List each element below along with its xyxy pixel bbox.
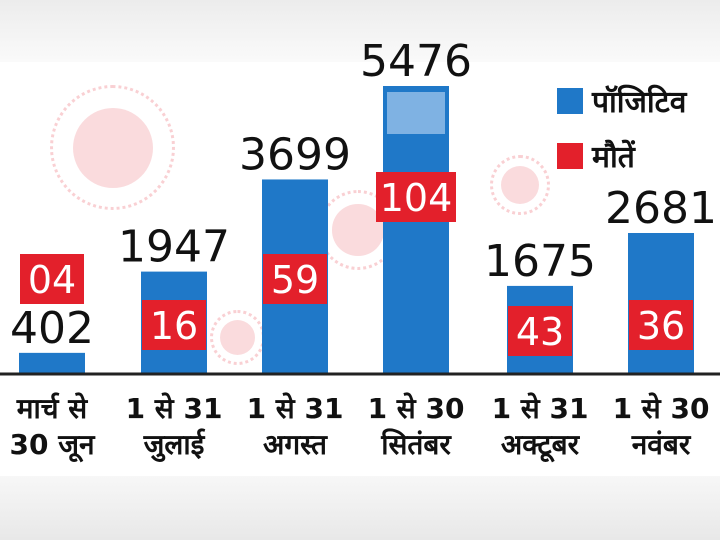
death-marker: [629, 300, 693, 350]
death-marker: [263, 254, 327, 304]
death-value-label: 36: [637, 304, 685, 348]
blurred-header-strip: [0, 0, 720, 62]
legend-death-label: मौतें: [591, 139, 637, 175]
positive-value-label: 3699: [239, 129, 351, 180]
virus-illustration-icon: [318, 190, 398, 270]
category-label: 1 से 30: [368, 392, 465, 425]
positive-value-label: 1675: [484, 236, 596, 287]
virus-illustration-icon: [210, 310, 265, 365]
death-marker: [142, 300, 206, 350]
legend-death-swatch: [557, 143, 583, 169]
category-label: 1 से 30: [613, 392, 710, 425]
positive-value-label: 402: [10, 303, 94, 354]
death-value-label: 16: [150, 304, 198, 348]
category-label: 1 से 31: [247, 392, 344, 425]
virus-illustration-icon: [50, 85, 175, 210]
legend-positive-swatch: [557, 88, 583, 114]
category-label: 1 से 31: [126, 392, 223, 425]
category-label: मार्च से: [16, 392, 89, 425]
death-marker: [508, 306, 572, 356]
virus-illustration-icon: [490, 155, 550, 215]
death-marker: [20, 254, 84, 304]
category-label: अक्टूबर: [501, 428, 581, 463]
legend: पॉजिटिव मौतें: [557, 84, 688, 175]
positive-value-label: 1947: [118, 222, 230, 273]
positive-value-label: 5476: [360, 36, 472, 87]
positive-value-label: 2681: [605, 183, 717, 234]
death-value-label: 59: [271, 258, 319, 302]
category-label: नवंबर: [631, 428, 692, 461]
category-label: सितंबर: [380, 428, 452, 461]
category-label: अगस्त: [263, 428, 328, 461]
positive-bar: [19, 352, 85, 374]
death-value-label: 04: [28, 258, 76, 302]
category-label: 1 से 31: [492, 392, 589, 425]
positive-bar-highlight: [387, 92, 445, 134]
category-label: जुलाई: [143, 428, 206, 462]
death-value-label: 104: [380, 176, 453, 220]
death-marker: [376, 172, 456, 222]
death-value-label: 43: [516, 310, 564, 354]
category-label: 30 जून: [9, 428, 95, 463]
legend-positive-label: पॉजिटिव: [591, 84, 688, 120]
blurred-footer-strip: [0, 476, 720, 540]
